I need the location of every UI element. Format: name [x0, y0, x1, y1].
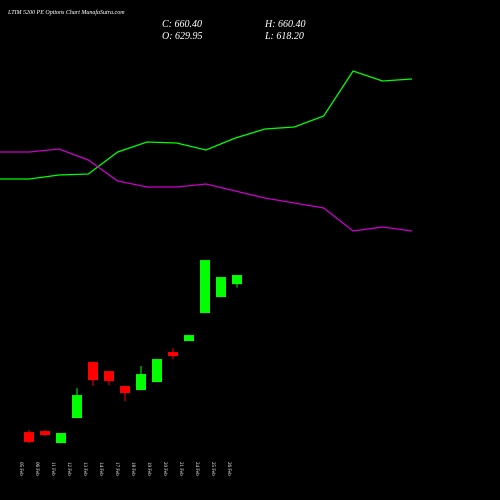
candle-body: [200, 260, 210, 314]
candle-body: [104, 371, 114, 382]
x-tick-label: 20 Feb: [162, 462, 167, 476]
x-tick-label: 06 Feb: [34, 462, 39, 476]
ohlc-label: H: 660.40: [264, 19, 306, 30]
ohlc-label: L: 618.20: [264, 31, 304, 42]
candle-body: [88, 362, 98, 381]
candle-body: [120, 386, 130, 394]
x-tick-label: 19 Feb: [146, 462, 151, 476]
candle-body: [136, 374, 146, 391]
chart-title: LTIM 5200 PE Options Chart MunafaSutra.c…: [7, 9, 125, 16]
candle-body: [152, 359, 162, 383]
ohlc-label: C: 660.40: [162, 19, 202, 30]
x-tick-label: 26 Feb: [226, 462, 231, 476]
candle-body: [216, 277, 226, 298]
x-tick-label: 24 Feb: [194, 462, 199, 476]
x-tick-label: 17 Feb: [114, 462, 119, 476]
x-tick-label: 14 Feb: [98, 462, 103, 476]
candle-body: [40, 431, 50, 436]
candle-body: [72, 395, 82, 419]
x-tick-label: 11 Feb: [50, 462, 55, 476]
candle-body: [56, 433, 66, 444]
candle-body: [168, 352, 178, 357]
x-tick-label: 05 Feb: [18, 462, 23, 476]
indicator-line: [0, 148, 413, 232]
candle-body: [232, 275, 242, 285]
ohlc-label: O: 629.95: [162, 31, 203, 42]
x-tick-label: 21 Feb: [178, 462, 183, 476]
candle-body: [24, 432, 34, 443]
candle-body: [184, 335, 194, 342]
x-tick-label: 12 Feb: [66, 462, 71, 476]
x-tick-label: 18 Feb: [130, 462, 135, 476]
x-tick-label: 25 Feb: [210, 462, 215, 476]
indicator-line: [0, 70, 413, 180]
x-tick-label: 13 Feb: [82, 462, 87, 476]
